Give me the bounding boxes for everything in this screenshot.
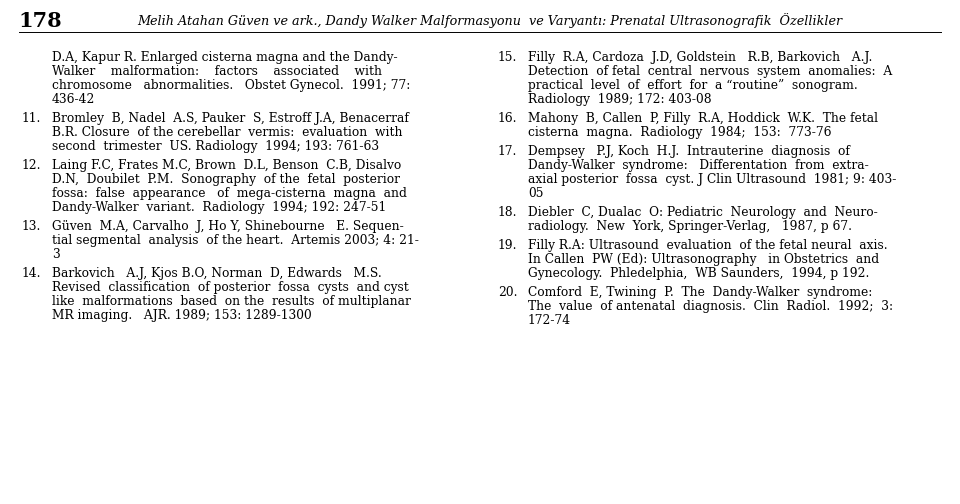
Text: 18.: 18. [498, 206, 517, 219]
Text: Gynecology.  Phledelphia,  WB Saunders,  1994, p 192.: Gynecology. Phledelphia, WB Saunders, 19… [528, 267, 870, 280]
Text: D.N,  Doubilet  P.M.  Sonography  of the  fetal  posterior: D.N, Doubilet P.M. Sonography of the fet… [52, 173, 400, 186]
Text: Walker    malformation:    factors    associated    with: Walker malformation: factors associated … [52, 65, 382, 78]
Text: Detection  of fetal  central  nervous  system  anomalies:  A: Detection of fetal central nervous syste… [528, 65, 892, 78]
Text: 16.: 16. [498, 112, 517, 125]
Text: B.R. Closure  of the cerebellar  vermis:  evaluation  with: B.R. Closure of the cerebellar vermis: e… [52, 126, 402, 139]
Text: 178: 178 [18, 11, 61, 31]
Text: chromosome   abnormalities.   Obstet Gynecol.  1991; 77:: chromosome abnormalities. Obstet Gynecol… [52, 79, 410, 92]
Text: second  trimester  US. Radiology  1994; 193: 761-63: second trimester US. Radiology 1994; 193… [52, 140, 379, 153]
Text: cisterna  magna.  Radiology  1984;  153:  773-76: cisterna magna. Radiology 1984; 153: 773… [528, 126, 831, 139]
Text: 11.: 11. [22, 112, 41, 125]
Text: Melih Atahan Güven ve ark., Dandy Walker Malformasyonu  ve Varyantı: Prenatal Ul: Melih Atahan Güven ve ark., Dandy Walker… [137, 14, 843, 29]
Text: practical  level  of  effort  for  a “routine”  sonogram.: practical level of effort for a “routine… [528, 79, 857, 92]
Text: Bromley  B, Nadel  A.S, Pauker  S, Estroff J.A, Benacerraf: Bromley B, Nadel A.S, Pauker S, Estroff … [52, 112, 409, 125]
Text: MR imaging.   AJR. 1989; 153: 1289-1300: MR imaging. AJR. 1989; 153: 1289-1300 [52, 309, 312, 322]
Text: 13.: 13. [22, 220, 41, 233]
Text: 436-42: 436-42 [52, 93, 95, 106]
Text: Comford  E, Twining  P.  The  Dandy-Walker  syndrome:: Comford E, Twining P. The Dandy-Walker s… [528, 286, 873, 299]
Text: like  malformations  based  on the  results  of multiplanar: like malformations based on the results … [52, 295, 411, 308]
Text: 17.: 17. [498, 145, 517, 158]
Text: Mahony  B, Callen  P, Filly  R.A, Hoddick  W.K.  The fetal: Mahony B, Callen P, Filly R.A, Hoddick W… [528, 112, 878, 125]
Text: Laing F.C, Frates M.C, Brown  D.L, Benson  C.B, Disalvo: Laing F.C, Frates M.C, Brown D.L, Benson… [52, 159, 401, 172]
Text: 20.: 20. [498, 286, 517, 299]
Text: 05: 05 [528, 187, 543, 200]
Text: Revised  classification  of posterior  fossa  cysts  and cyst: Revised classification of posterior foss… [52, 281, 409, 294]
Text: The  value  of antenatal  diagnosis.  Clin  Radiol.  1992;  3:: The value of antenatal diagnosis. Clin R… [528, 300, 893, 313]
Text: Filly R.A: Ultrasound  evaluation  of the fetal neural  axis.: Filly R.A: Ultrasound evaluation of the … [528, 239, 888, 252]
Text: Radiology  1989; 172: 403-08: Radiology 1989; 172: 403-08 [528, 93, 711, 106]
Text: Dandy-Walker  syndrome:   Differentation  from  extra-: Dandy-Walker syndrome: Differentation fr… [528, 159, 869, 172]
Text: 12.: 12. [22, 159, 41, 172]
Text: D.A, Kapur R. Enlarged cisterna magna and the Dandy-: D.A, Kapur R. Enlarged cisterna magna an… [52, 51, 397, 64]
Text: 14.: 14. [22, 267, 41, 280]
Text: 19.: 19. [498, 239, 517, 252]
Text: In Callen  PW (Ed): Ultrasonography   in Obstetrics  and: In Callen PW (Ed): Ultrasonography in Ob… [528, 253, 879, 266]
Text: Barkovich   A.J, Kjos B.O, Norman  D, Edwards   M.S.: Barkovich A.J, Kjos B.O, Norman D, Edwar… [52, 267, 382, 280]
Text: fossa:  false  appearance   of  mega-cisterna  magna  and: fossa: false appearance of mega-cisterna… [52, 187, 407, 200]
Text: 3: 3 [52, 248, 60, 261]
Text: Filly  R.A, Cardoza  J.D, Goldstein   R.B, Barkovich   A.J.: Filly R.A, Cardoza J.D, Goldstein R.B, B… [528, 51, 873, 64]
Text: 15.: 15. [498, 51, 517, 64]
Text: 172-74: 172-74 [528, 314, 571, 327]
Text: tial segmental  analysis  of the heart.  Artemis 2003; 4: 21-: tial segmental analysis of the heart. Ar… [52, 234, 419, 247]
Text: Dandy-Walker  variant.  Radiology  1994; 192: 247-51: Dandy-Walker variant. Radiology 1994; 19… [52, 201, 386, 214]
Text: Diebler  C, Dualac  O: Pediatric  Neurology  and  Neuro-: Diebler C, Dualac O: Pediatric Neurology… [528, 206, 877, 219]
Text: radiology.  New  York, Springer-Verlag,   1987, p 67.: radiology. New York, Springer-Verlag, 19… [528, 220, 852, 233]
Text: Güven  M.A, Carvalho  J, Ho Y, Shinebourne   E. Sequen-: Güven M.A, Carvalho J, Ho Y, Shinebourne… [52, 220, 404, 233]
Text: Dempsey   P.J, Koch  H.J.  Intrauterine  diagnosis  of: Dempsey P.J, Koch H.J. Intrauterine diag… [528, 145, 850, 158]
Text: axial posterior  fossa  cyst. J Clin Ultrasound  1981; 9: 403-: axial posterior fossa cyst. J Clin Ultra… [528, 173, 897, 186]
